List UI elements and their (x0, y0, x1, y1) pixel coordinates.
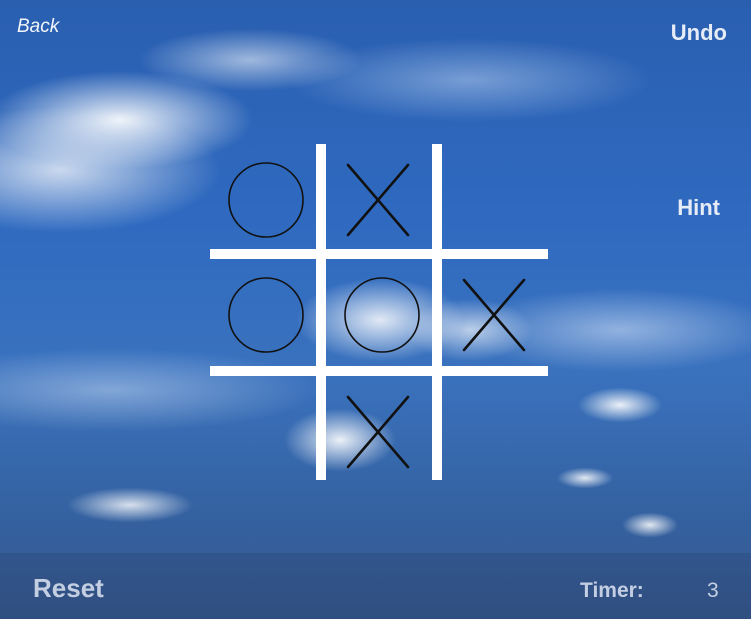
grid-line-horizontal-2 (210, 366, 548, 376)
o-mark-circle (344, 277, 420, 353)
grid-line-vertical-1 (316, 144, 326, 480)
bottom-bar (0, 553, 751, 619)
undo-button[interactable]: Undo (670, 20, 727, 45)
board-cell-r2-c2[interactable]: O (326, 259, 430, 362)
o-mark-icon (344, 277, 420, 353)
board-cell-r2-c1[interactable]: O (210, 259, 314, 362)
x-mark-stroke-2 (346, 163, 410, 237)
x-mark-icon (462, 278, 526, 352)
timer-label: Timer: (580, 579, 644, 602)
cell-mark-label (210, 376, 211, 377)
board-cell-r1-c3[interactable] (442, 144, 546, 247)
board-cell-r3-c1[interactable] (210, 376, 314, 479)
grid-line-horizontal-1 (210, 249, 548, 259)
board-cell-r2-c3[interactable]: X (442, 259, 546, 362)
timer-value: 3 (707, 579, 719, 602)
hint-button[interactable]: Hint (677, 195, 720, 220)
x-mark-icon (346, 395, 410, 469)
o-mark-icon (228, 162, 304, 238)
board-cell-r1-c2[interactable]: X (326, 144, 430, 247)
board-cell-r3-c2[interactable]: X (326, 376, 430, 479)
cell-mark-label (442, 376, 443, 377)
board-cell-r3-c3[interactable] (442, 376, 546, 479)
reset-button[interactable]: Reset (33, 573, 104, 603)
grid-line-vertical-2 (432, 144, 442, 480)
x-mark-icon (346, 163, 410, 237)
back-button[interactable]: Back (17, 16, 60, 37)
o-mark-icon (228, 277, 304, 353)
x-mark-stroke-2 (462, 278, 526, 352)
cell-mark-label (442, 144, 443, 145)
o-mark-circle (228, 162, 304, 238)
x-mark-stroke-2 (346, 395, 410, 469)
o-mark-circle (228, 277, 304, 353)
game-board: OXOOXX (210, 144, 548, 480)
board-cell-r1-c1[interactable]: O (210, 144, 314, 247)
